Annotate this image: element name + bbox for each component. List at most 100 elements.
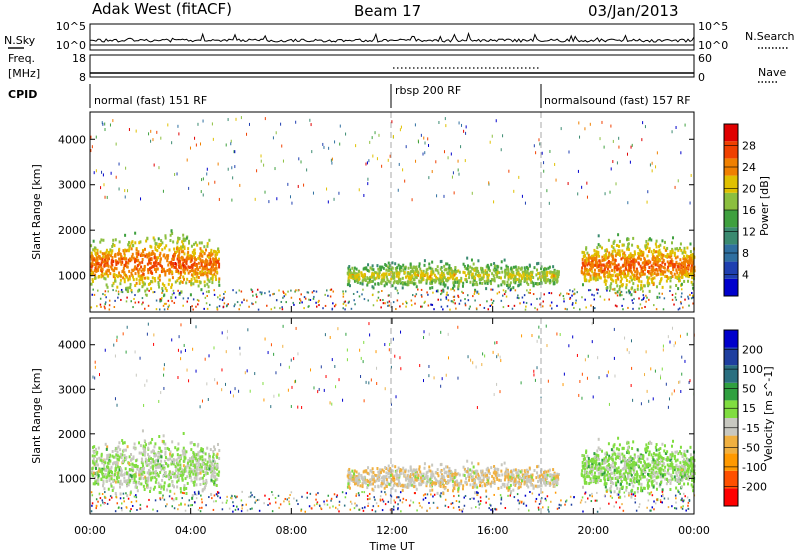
power-cell — [382, 266, 385, 270]
power-cell — [194, 136, 196, 140]
velocity-cell — [357, 482, 360, 486]
power-cell — [457, 296, 460, 299]
velocity-cell — [439, 478, 442, 482]
power-cell — [125, 166, 127, 170]
power-cell — [101, 268, 104, 272]
power-cell — [399, 277, 402, 281]
velocity-cell — [537, 484, 540, 488]
velocity-cell — [100, 454, 103, 458]
power-cell — [171, 257, 174, 261]
velocity-cell — [116, 454, 119, 458]
power-cell — [423, 136, 425, 140]
power-cell — [464, 304, 467, 307]
power-cell — [472, 295, 474, 298]
velocity-cell — [530, 483, 533, 487]
power-cell — [612, 139, 614, 143]
power-cell — [617, 277, 620, 281]
velocity-cell — [121, 439, 124, 443]
power-cell — [638, 279, 641, 283]
velocity-cell — [445, 470, 448, 474]
power-cell — [150, 266, 153, 270]
power-cell — [254, 197, 256, 201]
power-cell — [543, 293, 545, 296]
power-cell — [642, 290, 644, 293]
velocity-cell — [169, 472, 172, 476]
velocity-cell — [208, 457, 211, 461]
velocity-cell — [149, 472, 152, 476]
power-cell — [691, 266, 694, 270]
power-cell — [284, 293, 287, 296]
power-cell — [465, 280, 468, 284]
velocity-cell — [100, 459, 103, 463]
velocity-cell — [209, 448, 212, 452]
power-cell — [681, 265, 684, 269]
power-cell — [377, 296, 380, 299]
velocity-cell — [443, 476, 446, 480]
power-cell — [452, 171, 454, 175]
power-cell — [647, 249, 650, 253]
power-cell — [651, 277, 654, 281]
power-cell — [106, 261, 109, 265]
velocity-cell — [114, 449, 117, 453]
power-cell — [92, 288, 94, 291]
velocity-cell — [382, 475, 385, 479]
power-cell — [513, 189, 515, 193]
velocity-cell — [122, 448, 125, 452]
velocity-cell — [205, 463, 208, 467]
velocity-cell — [136, 465, 139, 469]
velocity-cell — [523, 478, 526, 482]
power-cell — [124, 233, 127, 237]
power-cell — [484, 269, 487, 273]
power-cell — [204, 262, 207, 266]
power-cell — [165, 289, 168, 293]
power-cell — [429, 273, 432, 277]
velocity-cell — [155, 478, 158, 482]
power-cell — [161, 290, 164, 293]
velocity-cell — [126, 494, 129, 498]
nsearch-label: N.Search — [745, 30, 795, 43]
power-colorbar-tick-label: 28 — [742, 140, 756, 153]
power-cell — [687, 267, 690, 271]
power-cell — [616, 161, 618, 165]
power-cell — [367, 277, 370, 281]
power-cell — [639, 264, 642, 268]
power-cell — [144, 293, 147, 296]
power-cell — [90, 265, 93, 269]
velocity-cell — [402, 484, 405, 488]
power-cell — [677, 287, 680, 291]
power-cell — [638, 252, 641, 256]
power-cell — [636, 244, 639, 248]
power-cell — [206, 271, 209, 275]
velocity-cell — [143, 439, 146, 443]
power-cell — [611, 274, 614, 278]
velocity-cell — [95, 452, 98, 456]
velocity-cell — [133, 442, 136, 446]
power-cell — [605, 287, 608, 291]
power-cell — [491, 134, 493, 138]
velocity-cell — [506, 486, 509, 490]
velocity-cell — [442, 480, 445, 484]
power-colorbar-tick-label: 12 — [742, 226, 756, 239]
power-cell — [234, 303, 236, 306]
power-cell — [91, 279, 94, 283]
power-cell — [651, 272, 654, 276]
velocity-cell — [91, 470, 94, 474]
velocity-cell — [197, 451, 200, 455]
power-cell — [586, 263, 589, 267]
power-cell — [639, 257, 642, 261]
power-cell — [177, 276, 180, 280]
power-cell — [477, 292, 480, 295]
power-cell — [436, 269, 439, 273]
power-cell — [105, 296, 107, 299]
velocity-cell — [213, 445, 216, 449]
velocity-cell — [138, 441, 141, 445]
velocity-cell — [114, 480, 117, 484]
velocity-cell — [360, 474, 363, 478]
power-cell — [128, 128, 130, 132]
power-cell — [667, 262, 670, 266]
velocity-cell — [119, 473, 122, 477]
power-cell — [453, 295, 456, 298]
velocity-cell — [182, 464, 185, 468]
power-cell — [383, 284, 386, 288]
